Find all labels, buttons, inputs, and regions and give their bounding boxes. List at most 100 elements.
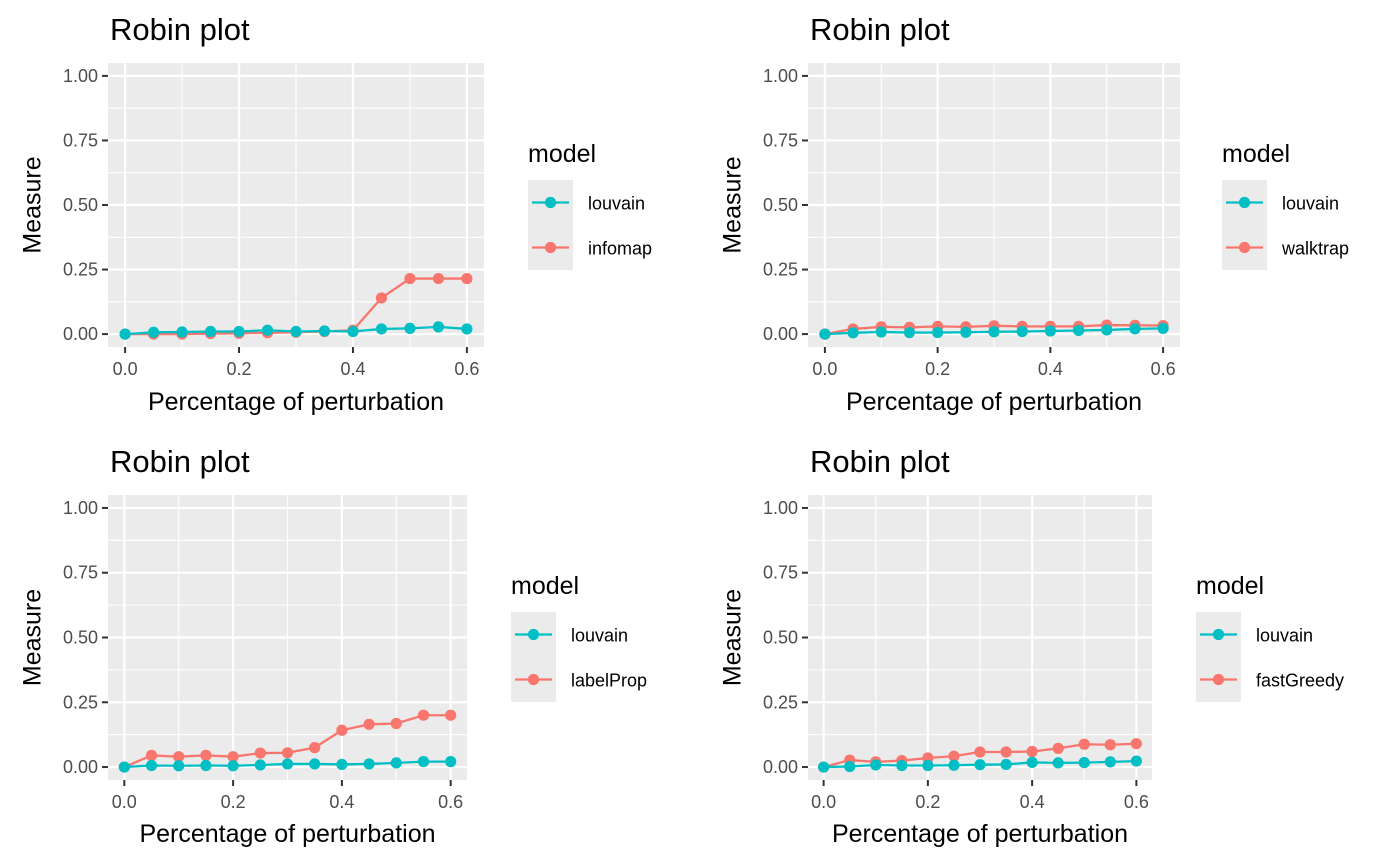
legend-key-point [1238,241,1251,254]
legend-title: model [1196,572,1264,600]
x-tick-label: 0.2 [915,792,940,812]
legend-title: model [511,572,579,600]
data-point-louvain [200,759,212,772]
data-point-louvain [145,759,158,772]
y-tick-label: 0.75 [763,130,798,150]
data-point-louvain [1052,757,1064,769]
data-point-louvain [176,326,188,338]
data-point-louvain [948,759,960,771]
data-point-labelProp [281,747,294,759]
y-tick-label: 1.00 [63,498,98,518]
chart-panel-2: 0.00 0.25 0.50 0.75 1.00 0.0 0.2 0.4 0.6 Robin pl… [719,12,1349,416]
x-tick-label: 0.6 [1124,792,1149,812]
data-point-fastGreedy [1026,745,1038,758]
y-tick-label: 0.00 [763,324,798,344]
data-point-louvain [432,321,445,333]
y-tick-label: 0.75 [763,563,798,583]
data-point-louvain [363,758,375,770]
y-tick-label: 0.00 [63,757,98,777]
legend-label-labelProp: labelProp [571,671,647,691]
legend-key-point [1212,628,1225,641]
data-point-labelProp [145,749,158,761]
data-point-louvain [1078,757,1090,769]
data-point-infomap [461,272,473,285]
data-point-louvain [870,759,882,771]
data-point-louvain [988,326,1000,338]
data-point-louvain [404,322,416,335]
data-point-louvain [204,325,217,338]
data-point-louvain [254,759,266,771]
chart-title: Robin plot [810,444,950,479]
x-axis-title: Percentage of perturbation [148,388,444,416]
data-point-louvain [375,323,388,335]
data-point-louvain [1130,755,1142,767]
legend-key-point [1238,196,1251,209]
data-point-louvain [818,761,830,773]
y-tick-label: 0.00 [63,324,98,344]
x-tick-label: 0.0 [112,792,137,812]
legend-key-point [544,241,557,254]
data-point-louvain [336,758,348,771]
x-axis-title: Percentage of perturbation [832,820,1128,848]
data-point-louvain [847,327,859,339]
legend-key-point [1212,673,1225,686]
x-tick-label: 0.6 [438,792,463,812]
y-tick-label: 0.25 [63,260,98,280]
data-point-louvain [445,756,457,768]
data-point-labelProp [390,717,402,730]
data-point-labelProp [173,751,185,763]
y-tick-label: 0.50 [63,628,98,648]
data-point-louvain [147,326,160,338]
y-tick-label: 1.00 [763,498,798,518]
data-point-louvain [1026,756,1038,768]
x-axis-title: Percentage of perturbation [846,388,1142,416]
chart-panel-3: 0.00 0.25 0.50 0.75 1.00 0.0 0.2 0.4 0.6 Robin pl… [19,444,647,848]
chart-title: Robin plot [810,12,950,47]
data-point-fastGreedy [1000,746,1012,758]
y-tick-label: 1.00 [763,66,798,86]
data-point-louvain [1000,758,1012,771]
data-point-louvain [417,756,430,768]
data-point-louvain [118,761,130,773]
x-tick-label: 0.0 [811,792,836,812]
x-axis-title: Percentage of perturbation [139,820,435,848]
data-point-louvain [1101,324,1113,336]
data-point-fastGreedy [1052,742,1064,754]
x-tick-label: 0.6 [454,359,479,379]
data-point-louvain [309,758,321,770]
data-point-louvain [844,760,856,773]
legend-label-louvain: louvain [1282,194,1339,214]
legend-label-louvain: louvain [1256,626,1313,646]
data-point-louvain [1044,325,1056,337]
data-point-fastGreedy [1104,739,1116,751]
y-tick-label: 0.00 [763,757,798,777]
data-point-louvain [290,325,302,338]
data-point-louvain [896,759,908,772]
y-tick-label: 0.50 [763,628,798,648]
data-point-louvain [233,325,245,338]
data-point-louvain [922,759,934,772]
x-tick-label: 0.0 [812,359,837,379]
legend-label-infomap: infomap [588,239,652,259]
x-tick-label: 0.6 [1151,359,1176,379]
y-tick-label: 0.75 [63,130,98,150]
y-axis-title: Measure [719,156,747,253]
data-point-labelProp [336,724,348,736]
chart-title: Robin plot [110,444,250,479]
data-point-louvain [932,326,944,339]
data-point-infomap [404,272,416,285]
legend-key-point [544,196,557,209]
data-point-louvain [1016,325,1028,338]
data-point-louvain [347,325,359,338]
data-point-labelProp [417,709,430,721]
y-axis-title: Measure [719,589,747,686]
data-point-louvain [1104,756,1116,768]
data-point-louvain [227,760,239,772]
data-point-infomap [375,292,388,304]
legend-label-louvain: louvain [588,194,645,214]
data-point-louvain [903,326,916,339]
data-point-louvain [1072,324,1085,337]
x-tick-label: 0.4 [1038,359,1063,379]
data-point-labelProp [363,718,375,730]
x-tick-label: 0.2 [925,359,950,379]
